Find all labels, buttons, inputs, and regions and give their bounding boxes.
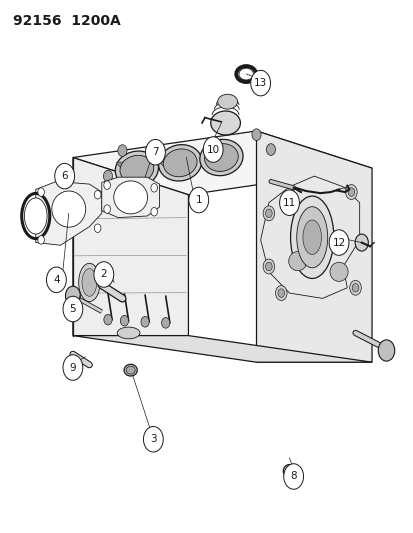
Circle shape <box>265 209 271 217</box>
Polygon shape <box>116 161 128 169</box>
Circle shape <box>275 286 286 301</box>
Polygon shape <box>73 158 188 336</box>
Ellipse shape <box>329 262 347 281</box>
Circle shape <box>265 262 271 271</box>
Ellipse shape <box>210 111 240 135</box>
Circle shape <box>279 190 299 215</box>
Text: 8: 8 <box>290 472 296 481</box>
Circle shape <box>252 129 261 141</box>
Circle shape <box>143 426 163 452</box>
Circle shape <box>203 137 223 163</box>
Polygon shape <box>73 336 371 362</box>
Circle shape <box>263 206 274 221</box>
Circle shape <box>354 234 368 251</box>
Ellipse shape <box>24 198 47 234</box>
Circle shape <box>263 259 274 274</box>
Circle shape <box>150 207 157 216</box>
Circle shape <box>120 316 128 326</box>
Circle shape <box>63 355 83 380</box>
Circle shape <box>150 183 157 192</box>
Ellipse shape <box>282 465 295 478</box>
Circle shape <box>104 314 112 325</box>
Ellipse shape <box>204 143 238 172</box>
Circle shape <box>65 286 80 305</box>
Text: 12: 12 <box>332 238 345 247</box>
Text: 7: 7 <box>152 147 158 157</box>
Circle shape <box>277 289 284 297</box>
Text: 1: 1 <box>195 195 202 205</box>
Polygon shape <box>256 131 371 362</box>
Ellipse shape <box>52 191 85 227</box>
Text: 9: 9 <box>69 362 76 373</box>
Ellipse shape <box>290 196 333 278</box>
Ellipse shape <box>288 252 306 271</box>
Circle shape <box>349 280 361 295</box>
Text: 6: 6 <box>61 171 68 181</box>
Ellipse shape <box>296 207 327 268</box>
Polygon shape <box>73 131 371 195</box>
Text: 3: 3 <box>150 434 156 445</box>
Circle shape <box>141 317 149 327</box>
Circle shape <box>104 205 110 213</box>
Circle shape <box>328 230 348 255</box>
Text: 5: 5 <box>69 304 76 314</box>
Text: 10: 10 <box>206 144 219 155</box>
Circle shape <box>118 145 127 157</box>
Ellipse shape <box>126 366 135 374</box>
Ellipse shape <box>82 269 97 296</box>
Ellipse shape <box>199 139 242 176</box>
Circle shape <box>94 190 101 199</box>
Ellipse shape <box>115 151 158 188</box>
Circle shape <box>345 184 356 199</box>
Text: 4: 4 <box>53 275 59 285</box>
Ellipse shape <box>124 365 137 376</box>
Circle shape <box>103 170 112 182</box>
Circle shape <box>145 140 165 165</box>
Circle shape <box>63 296 83 322</box>
Polygon shape <box>157 159 169 166</box>
Ellipse shape <box>114 181 147 214</box>
Circle shape <box>266 144 275 156</box>
Circle shape <box>161 318 169 328</box>
Ellipse shape <box>285 467 293 475</box>
Circle shape <box>38 188 44 196</box>
Circle shape <box>38 236 44 244</box>
Polygon shape <box>102 177 159 217</box>
Ellipse shape <box>120 155 153 183</box>
Circle shape <box>347 188 354 196</box>
Circle shape <box>377 340 394 361</box>
Circle shape <box>283 464 303 489</box>
Text: 11: 11 <box>282 198 295 208</box>
Ellipse shape <box>302 220 321 255</box>
Ellipse shape <box>158 144 201 181</box>
Ellipse shape <box>117 327 140 339</box>
Ellipse shape <box>78 263 100 302</box>
Circle shape <box>94 262 114 287</box>
Text: 92156  1200A: 92156 1200A <box>13 14 121 28</box>
Circle shape <box>55 164 74 189</box>
Text: 13: 13 <box>254 78 267 88</box>
Polygon shape <box>36 181 102 245</box>
Text: 2: 2 <box>100 270 107 279</box>
Circle shape <box>46 267 66 293</box>
Circle shape <box>351 284 358 292</box>
Circle shape <box>188 187 208 213</box>
Circle shape <box>250 70 270 96</box>
Ellipse shape <box>217 94 237 109</box>
Ellipse shape <box>238 68 253 80</box>
Circle shape <box>104 181 110 189</box>
Circle shape <box>94 224 101 232</box>
Ellipse shape <box>163 149 197 177</box>
